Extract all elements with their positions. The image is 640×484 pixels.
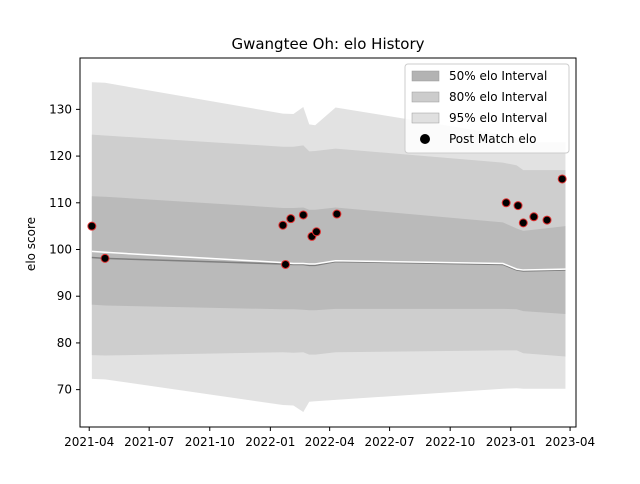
legend: 50% elo Interval 80% elo Interval 95% elo … <box>404 63 570 154</box>
post-match-point <box>286 214 296 224</box>
x-tick-label: 2023-04 <box>545 435 595 449</box>
post-match-point <box>501 198 511 208</box>
x-tick-label: 2021-10 <box>185 435 235 449</box>
chart-title: Gwangtee Oh: elo History <box>231 35 424 53</box>
x-tick-label: 2021-07 <box>124 435 174 449</box>
x-tick-label: 2022-07 <box>365 435 415 449</box>
y-axis-label: elo score <box>24 217 38 271</box>
post-match-point <box>298 210 308 220</box>
y-tick-label: 80 <box>57 336 72 350</box>
interval-bands <box>91 82 566 413</box>
y-tick-label: 90 <box>57 289 72 303</box>
legend-swatch <box>411 91 440 103</box>
x-tick-label: 2023-01 <box>486 435 536 449</box>
y-tick-label: 120 <box>49 149 72 163</box>
legend-label: Post Match elo <box>449 132 536 146</box>
x-tick-label: 2022-10 <box>425 435 475 449</box>
legend-swatch <box>411 70 440 82</box>
y-tick-label: 130 <box>49 102 72 116</box>
legend-label: 50% elo Interval <box>449 69 547 83</box>
axes: 2021-04 2021-07 2021-10 2022-01 2022-04 2022-… <box>49 57 595 449</box>
y-tick-label: 70 <box>57 383 72 397</box>
post-match-point <box>311 227 321 237</box>
legend-label: 80% elo Interval <box>449 90 547 104</box>
x-tick-label: 2022-04 <box>305 435 355 449</box>
rating-line-0 <box>91 256 566 272</box>
post-match-point <box>332 209 342 219</box>
x-tick-label: 2021-04 <box>64 435 114 449</box>
post-match-point <box>281 259 291 269</box>
post-match-point <box>513 201 523 211</box>
post-match-point <box>542 215 552 225</box>
post-match-point <box>557 174 567 184</box>
y-tick-label: 110 <box>49 196 72 210</box>
band-50 <box>91 196 566 314</box>
post-match-points <box>87 174 567 269</box>
rating-line-1 <box>91 250 566 271</box>
x-tick-label: 2022-01 <box>245 435 295 449</box>
post-match-point <box>278 220 288 230</box>
post-match-point <box>100 253 110 263</box>
post-match-point <box>87 221 97 231</box>
plot-frame <box>79 57 577 428</box>
y-tick-label: 100 <box>49 243 72 257</box>
legend-marker <box>420 134 430 144</box>
legend-swatch <box>411 112 440 124</box>
post-match-point <box>529 212 539 222</box>
post-match-point <box>518 218 528 228</box>
legend-box <box>404 63 570 154</box>
rating-lines <box>91 250 566 272</box>
legend-label: 95% elo Interval <box>449 111 547 125</box>
